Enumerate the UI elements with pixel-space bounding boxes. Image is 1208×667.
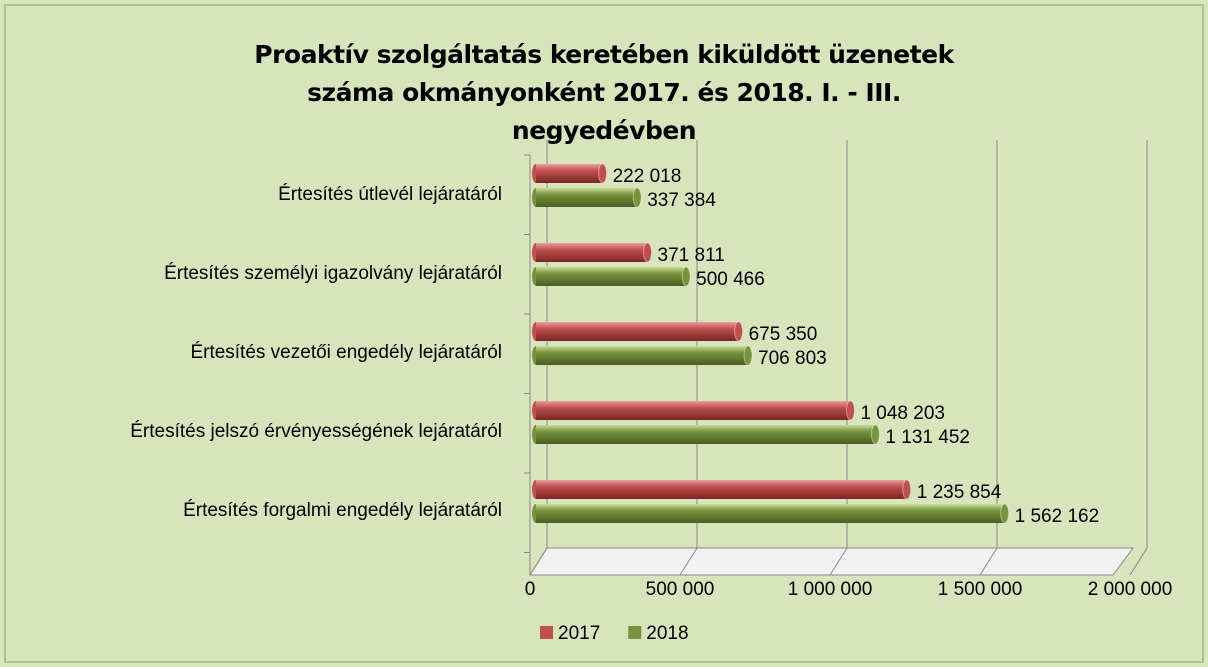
y-tick-label: Értesítés vezetői engedély lejáratáról xyxy=(190,342,502,363)
bar-part xyxy=(536,164,603,183)
bar-part xyxy=(681,266,691,287)
bar xyxy=(532,321,744,342)
legend-label: 2017 xyxy=(558,623,600,644)
y-tick-label: Értesítés útlevél lejáratáról xyxy=(278,184,502,205)
frame xyxy=(4,4,1204,663)
bar xyxy=(532,266,691,287)
bar xyxy=(532,242,653,263)
bar-part xyxy=(536,480,907,499)
bar-part xyxy=(643,242,653,263)
grid-line xyxy=(679,140,698,576)
bar-part xyxy=(536,267,687,286)
data-label: 371 811 xyxy=(658,245,725,266)
bar-part xyxy=(536,346,749,365)
bar-part xyxy=(598,163,608,184)
legend-swatch xyxy=(628,626,642,639)
bar xyxy=(532,424,880,445)
floor xyxy=(529,547,1134,576)
bar xyxy=(532,400,855,421)
grid-line xyxy=(1129,140,1148,576)
data-label: 1 048 203 xyxy=(860,403,945,424)
bar-part xyxy=(1000,503,1010,524)
data-label: 706 803 xyxy=(758,348,827,369)
x-tick-label: 1 000 000 xyxy=(788,579,873,600)
data-label: 1 562 162 xyxy=(1015,506,1100,527)
bar-part xyxy=(743,345,753,366)
bar-part xyxy=(536,188,638,207)
bar xyxy=(532,345,753,366)
bar-part xyxy=(734,321,744,342)
x-tick-label: 500 000 xyxy=(646,579,715,600)
x-tick-label: 2 000 000 xyxy=(1088,579,1173,600)
data-label: 337 384 xyxy=(647,190,716,211)
data-label: 675 350 xyxy=(749,324,818,345)
legend-swatch xyxy=(540,626,553,639)
bar xyxy=(532,479,912,500)
y-tick-label: Értesítés jelszó érvényességének lejárat… xyxy=(130,421,502,442)
grid-line xyxy=(979,140,998,576)
bar-part xyxy=(870,424,880,445)
bar-part xyxy=(536,504,1005,523)
x-tick-label: 0 xyxy=(525,579,536,600)
legend-label: 2018 xyxy=(646,623,688,644)
bar-part xyxy=(536,425,876,444)
bar-part xyxy=(902,479,912,500)
data-label: 500 466 xyxy=(696,269,765,290)
data-label: 1 131 452 xyxy=(885,427,970,448)
data-label: 222 018 xyxy=(613,166,682,187)
y-tick-label: Értesítés személyi igazolvány lejáratáró… xyxy=(164,263,502,284)
bar-part xyxy=(536,243,648,262)
bar-part xyxy=(845,400,855,421)
bar-part xyxy=(632,187,642,208)
y-tick-label: Értesítés forgalmi engedély lejáratáról xyxy=(183,500,502,521)
grid-line xyxy=(829,140,848,576)
bar-part xyxy=(536,322,739,341)
bar-part xyxy=(536,401,851,420)
bar xyxy=(532,187,642,208)
data-label: 1 235 854 xyxy=(917,482,1002,503)
bar xyxy=(532,163,608,184)
bar xyxy=(532,503,1010,524)
x-tick-label: 1 500 000 xyxy=(938,579,1023,600)
chart-title: Proaktív szolgáltatás keretében kiküldöt… xyxy=(254,40,954,145)
